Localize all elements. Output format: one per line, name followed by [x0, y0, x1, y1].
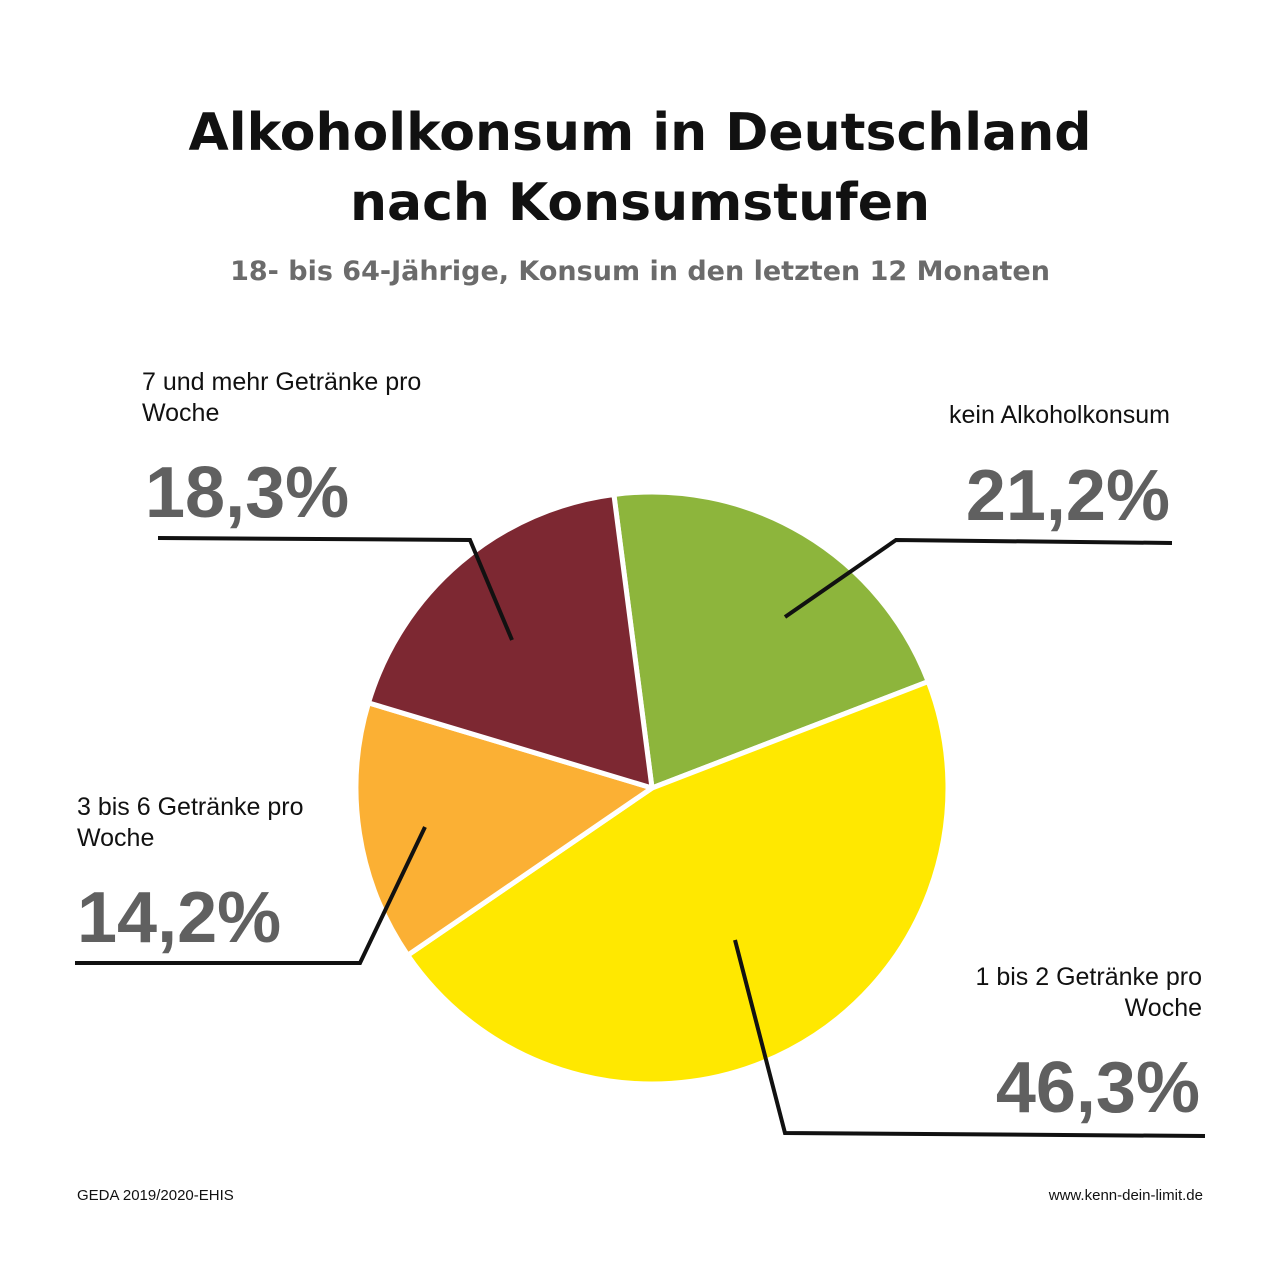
value-label: 18,3%: [145, 453, 350, 533]
leader-line: [733, 939, 1206, 1138]
pie-slice: [405, 679, 951, 1087]
leader-line: [157, 536, 514, 641]
chart-subtitle: 18- bis 64-Jährige, Konsum in den letzte…: [230, 256, 1050, 287]
leader-lines: [75, 536, 1206, 1138]
value-label: 14,2%: [77, 878, 282, 958]
slice-label: 1 bis 2 Getränke pro Woche: [975, 963, 1202, 1022]
pie-slice: [366, 491, 655, 791]
website: www.kenn-dein-limit.de: [1048, 1187, 1203, 1204]
chart-title: Alkoholkonsum in Deutschland nach Konsum…: [188, 103, 1092, 233]
value-label: 46,3%: [995, 1048, 1200, 1128]
slice-label: 7 und mehr Getränke pro Woche: [142, 368, 422, 427]
slice-label: 3 bis 6 Getränke pro Woche: [77, 793, 304, 852]
pie-slice: [611, 489, 931, 791]
leader-line: [783, 537, 1173, 619]
value-label: 21,2%: [965, 456, 1170, 536]
pie: [353, 489, 951, 1087]
leader-line: [75, 826, 427, 965]
slice-label: kein Alkoholkonsum: [949, 401, 1170, 429]
source: GEDA 2019/2020-EHIS: [77, 1187, 234, 1204]
